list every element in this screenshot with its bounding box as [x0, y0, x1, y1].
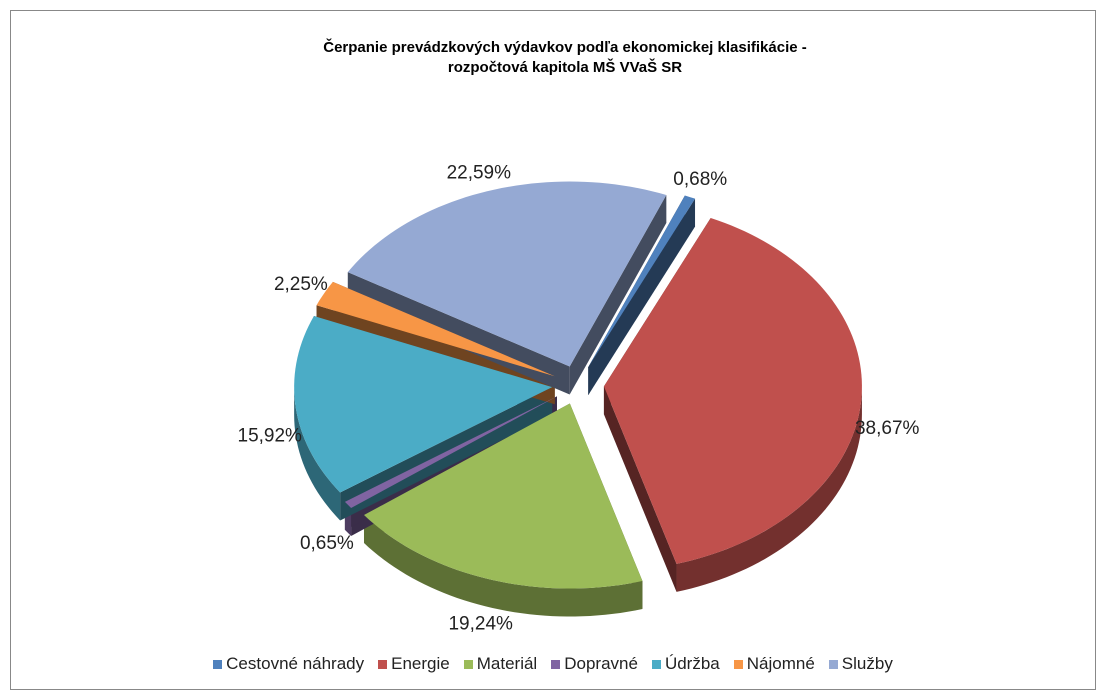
data-label: 22,59% — [447, 163, 512, 184]
legend-label: Materiál — [476, 654, 538, 673]
legend-item: Energie — [378, 654, 450, 674]
legend-label: Cestovné náhrady — [226, 654, 365, 673]
pie-slice — [588, 195, 696, 368]
legend-label: Nájomné — [746, 654, 815, 673]
slice-wall — [603, 386, 677, 592]
data-label: 2,25% — [274, 274, 328, 295]
legend-item: Cestovné náhrady — [213, 654, 364, 674]
legend-label: Dopravné — [564, 654, 638, 673]
pie-tops — [294, 181, 862, 589]
legend-label: Údržba — [664, 654, 720, 673]
legend-label: Energie — [391, 654, 450, 673]
legend-item: Materiál — [463, 654, 538, 674]
legend-item: Údržba — [651, 654, 720, 674]
pie-slice — [294, 316, 553, 493]
legend-item: Služby — [828, 654, 893, 674]
data-label: 38,67% — [855, 418, 920, 439]
data-label: 19,24% — [448, 614, 513, 635]
slice-side — [294, 387, 341, 521]
slice-side — [363, 515, 643, 617]
legend-swatch — [378, 659, 388, 669]
data-label: 15,92% — [238, 426, 303, 447]
legend-swatch — [651, 659, 661, 669]
chart-title: rozpočtová kapitola MŠ VVaŠ SR — [448, 58, 682, 76]
pie-slice — [363, 403, 643, 589]
data-label: 0,68% — [673, 169, 727, 190]
pie-slice — [347, 181, 667, 367]
legend-swatch — [213, 659, 223, 669]
legend-item: Nájomné — [733, 654, 815, 674]
slice-wall — [569, 194, 667, 395]
slice-side — [676, 386, 862, 592]
chart-title: Čerpanie prevádzkových výdavkov podľa ek… — [323, 38, 807, 56]
legend-swatch — [828, 659, 838, 669]
pie-slice — [316, 281, 555, 377]
legend-item: Dopravné — [551, 654, 638, 674]
data-label: 0,65% — [300, 533, 354, 554]
slice-wall — [588, 198, 696, 396]
legend-swatch — [551, 659, 561, 669]
legend-swatch — [463, 659, 473, 669]
pie-slice — [603, 217, 862, 564]
legend: Cestovné náhrady Energie Materiál Dopravné Ú… — [0, 654, 1106, 674]
legend-label: Služby — [841, 654, 893, 673]
legend-swatch — [733, 659, 743, 669]
pie-slice — [344, 396, 557, 508]
data-labels: 0,68% 38,67% 19,24% 0,65% 15,92% 2,25% 22,59% — [238, 163, 920, 635]
